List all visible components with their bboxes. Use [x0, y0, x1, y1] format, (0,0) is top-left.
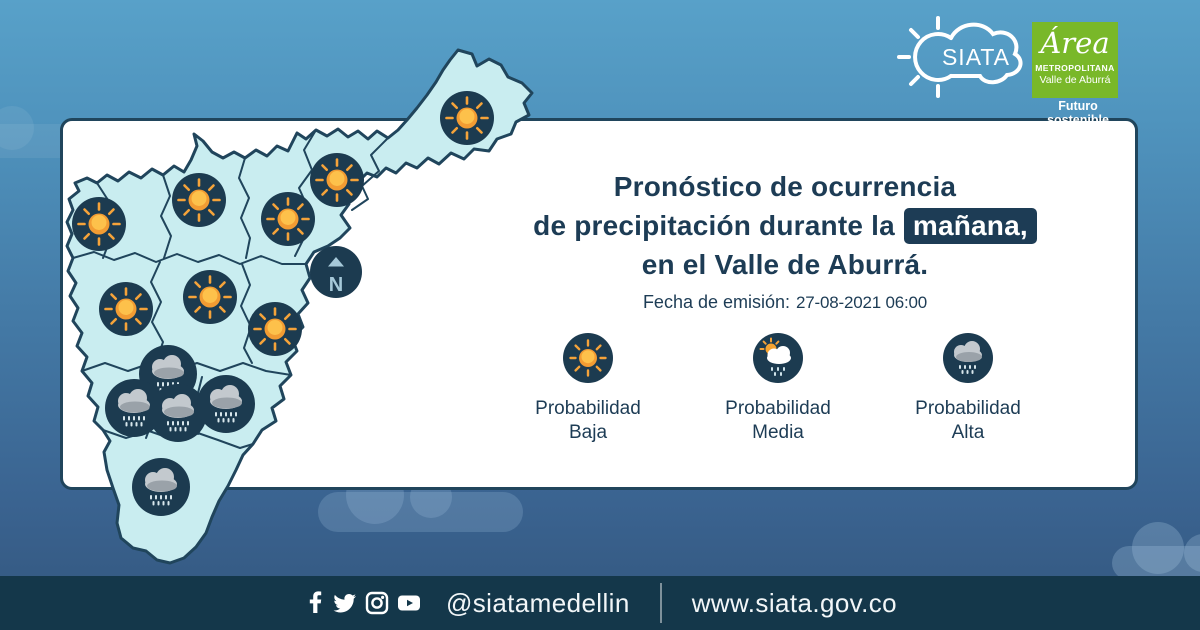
legend-label: Probabilidad Media [725, 398, 831, 443]
facebook-icon[interactable] [303, 591, 325, 615]
amva-logo: Área METROPOLITANA Valle de Aburrá [1032, 22, 1118, 98]
youtube-icon[interactable] [396, 591, 422, 615]
rain-cloud-icon [943, 333, 993, 383]
emission-line: Fecha de emisión: 27-08-2021 06:00 [460, 292, 1110, 313]
emission-value: 27-08-2021 06:00 [796, 293, 928, 312]
background-cloud [1112, 522, 1200, 580]
twitter-icon[interactable] [332, 591, 358, 615]
siata-logo-text: SIATA [942, 44, 1010, 70]
emission-label: Fecha de emisión: [642, 292, 791, 312]
title-block: Pronóstico de ocurrencia de precipitació… [460, 167, 1110, 313]
title-line-2: de precipitación durante la mañana, [460, 206, 1110, 245]
amva-tagline: Futuro sostenible [1047, 99, 1109, 127]
title-line-2-prefix: de precipitación durante la [533, 210, 895, 241]
legend-item-alta: Probabilidad Alta [878, 333, 1058, 445]
social-icons [303, 591, 422, 615]
legend-label: Probabilidad Baja [535, 398, 641, 443]
siata-logo: SIATA [897, 16, 1023, 98]
sun-rain-icon [753, 333, 803, 383]
website-link[interactable]: www.siata.gov.co [691, 587, 898, 618]
footer-bar: @siatamedellin www.siata.gov.co [0, 576, 1200, 630]
probability-legend: Probabilidad Baja [498, 333, 1058, 445]
amva-logo-line1: METROPOLITANA [1035, 63, 1115, 73]
amva-logo-script: Área [1040, 26, 1110, 60]
legend-item-baja: Probabilidad Baja [498, 333, 678, 445]
title-line-1: Pronóstico de ocurrencia [613, 171, 957, 202]
social-handle[interactable]: @siatamedellin [445, 587, 630, 618]
instagram-icon[interactable] [365, 591, 389, 615]
sun-icon [563, 333, 613, 383]
legend-item-media: Probabilidad Media [688, 333, 868, 445]
amva-logo-line2: Valle de Aburrá [1039, 74, 1111, 86]
title-highlight: mañana, [903, 208, 1037, 244]
title-line-3: en el Valle de Aburrá. [641, 249, 929, 280]
background-cloud [318, 466, 523, 532]
footer-divider [659, 583, 662, 623]
legend-label: Probabilidad Alta [915, 398, 1021, 443]
